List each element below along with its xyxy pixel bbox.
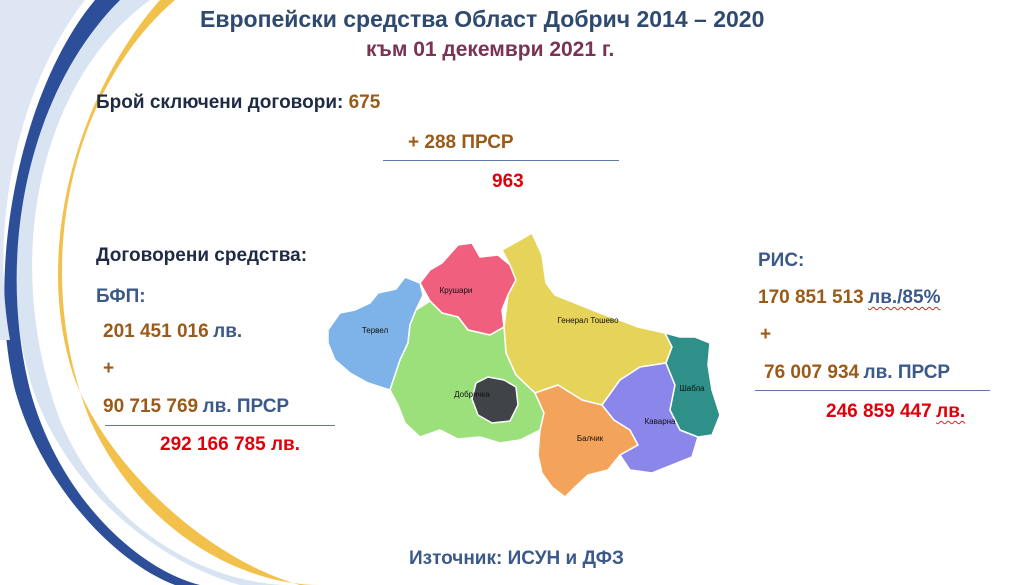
bfp-unit: лв. (213, 321, 243, 342)
region-shabla (664, 332, 721, 438)
ris-divider (755, 390, 990, 391)
contracts-divider (383, 160, 619, 161)
ris-total-value: 246 859 447 (826, 401, 932, 422)
ris-prsr-unit: лв. ПРСР (863, 362, 951, 383)
funds-prsr-value: 90 715 769 (103, 396, 199, 417)
contracts-addition: + 288 ПРСР (408, 132, 514, 153)
funds-label: Договорени средства: (96, 245, 308, 266)
funds-divider (105, 425, 335, 426)
ris-total: 246 859 447 лв. (826, 401, 965, 423)
ris-total-unit: лв. (936, 401, 966, 422)
label-dobrichka: Добричка (454, 390, 490, 399)
ris-label: РИС: (758, 250, 805, 271)
ris-prsr-value: 76 007 934 (764, 362, 860, 383)
ris-value: 170 851 513 (758, 287, 864, 308)
bfp-label: БФП: (96, 286, 146, 307)
bfp-amount: 201 451 016 лв. (103, 321, 242, 343)
label-balchik: Балчик (577, 434, 604, 443)
ris-plus: + (760, 324, 772, 345)
label-krushari: Крушари (440, 286, 473, 295)
contracts-label-row: Брой сключени договори: 675 (96, 92, 380, 114)
contracts-label: Брой сключени договори: (96, 92, 344, 113)
label-tervel: Тервел (362, 326, 389, 335)
funds-prsr-amount: 90 715 769 лв. ПРСР (103, 396, 289, 418)
contracts-value: 675 (348, 92, 381, 113)
region-dobrich (471, 376, 519, 424)
bfp-value: 201 451 016 (103, 321, 209, 342)
ris-amount: 170 851 513 лв./85% (758, 287, 940, 309)
label-gentoshevo: Генерал Тошево (557, 316, 619, 325)
funds-plus: + (103, 358, 115, 379)
ris-prsr-amount: 76 007 934 лв. ПРСР (764, 362, 950, 384)
region-kavarna (601, 362, 699, 474)
source-note: Източник: ИСУН и ДФЗ (409, 548, 624, 569)
decorative-swoosh (0, 0, 320, 585)
funds-prsr-unit: лв. ПРСР (202, 396, 290, 417)
region-map: Крушари Тервел Генерал Тошево Добричка Ш… (327, 232, 721, 498)
funds-total: 292 166 785 лв. (160, 434, 300, 455)
label-kavarna: Каварна (644, 417, 676, 426)
label-shabla: Шабла (679, 384, 705, 393)
page-title: Европейски средства Област Добрич 2014 –… (200, 6, 765, 32)
region-balchik (534, 384, 639, 498)
ris-unit: лв./85% (868, 287, 941, 308)
page-subtitle: към 01 декември 2021 г. (366, 38, 615, 61)
contracts-total: 963 (492, 171, 524, 192)
